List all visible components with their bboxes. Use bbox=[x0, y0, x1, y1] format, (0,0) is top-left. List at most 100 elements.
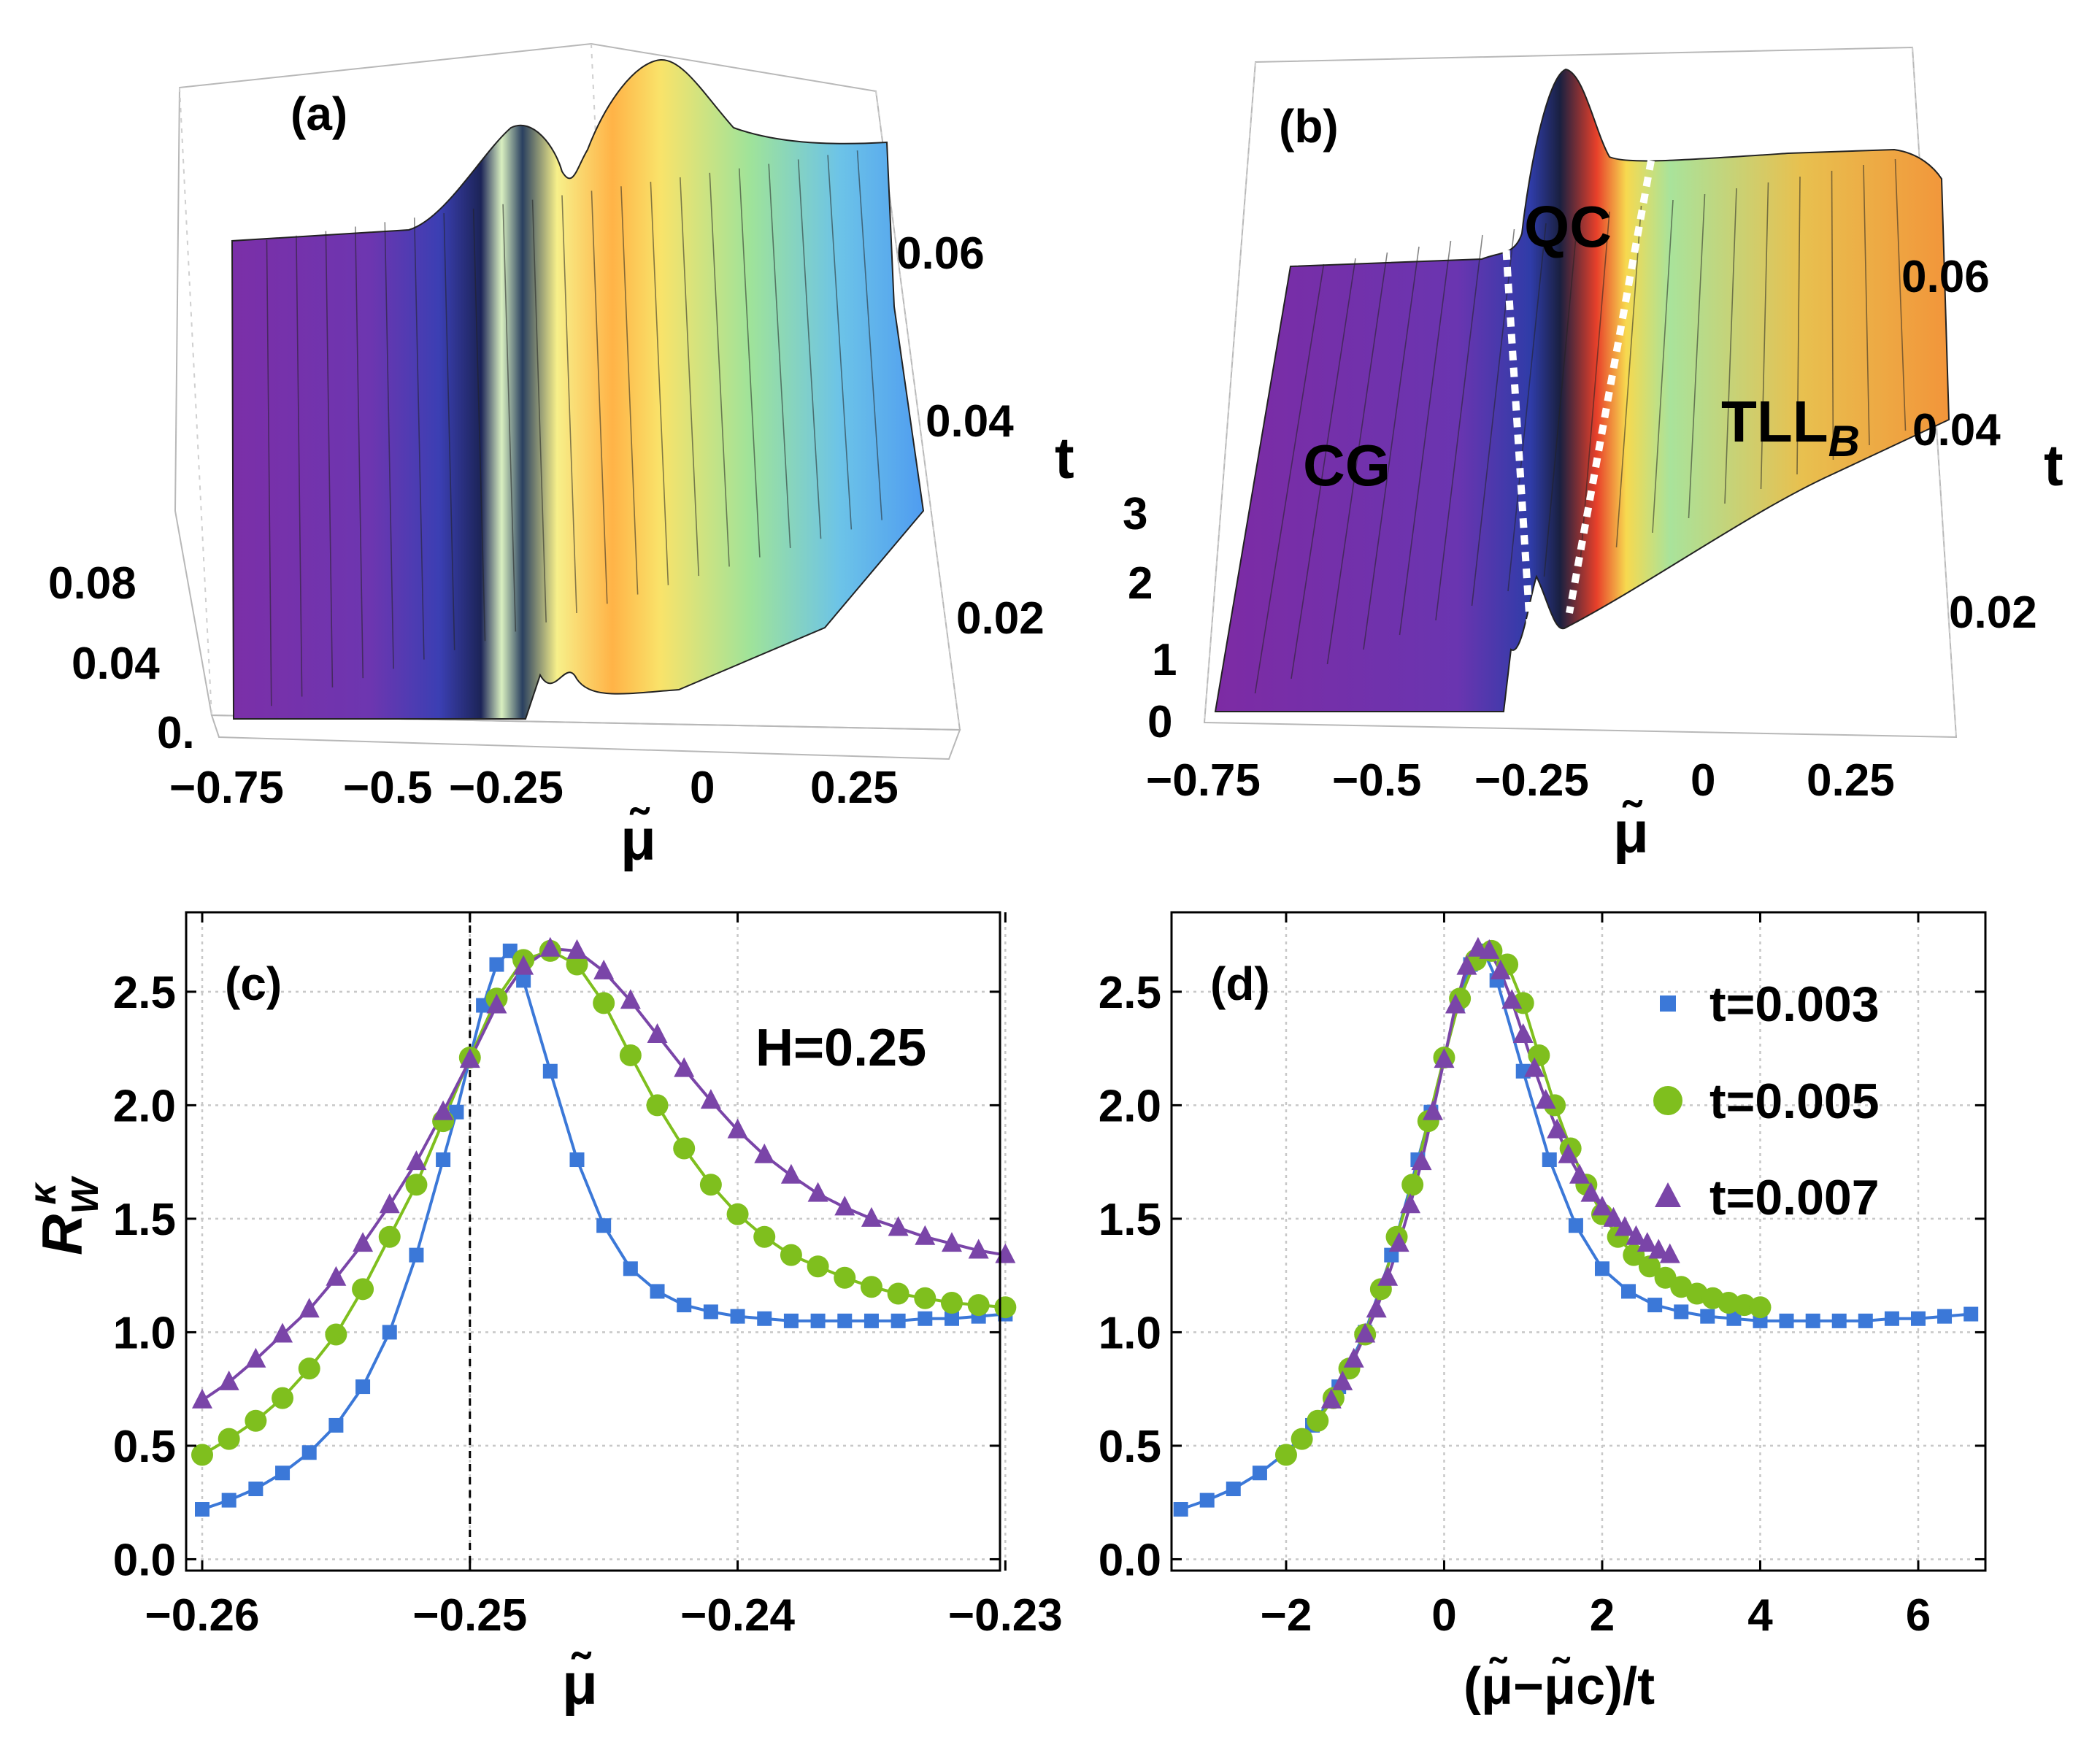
panel-b-x-tick: 0.25 bbox=[1807, 755, 1895, 806]
c-point-triangle bbox=[807, 1182, 828, 1202]
surface-mesh-line bbox=[1580, 211, 1610, 563]
c-point-square bbox=[730, 1309, 745, 1324]
panel-c-x-tick-labels: −0.26 −0.25 −0.24 −0.23 bbox=[145, 1590, 1063, 1641]
c-point-circle bbox=[325, 1323, 347, 1346]
c-point-square bbox=[502, 943, 518, 958]
c-point-triangle bbox=[915, 1225, 936, 1245]
c-point-circle bbox=[994, 1296, 1017, 1319]
d-point-triangle bbox=[1603, 1206, 1624, 1227]
c-point-triangle bbox=[379, 1193, 400, 1214]
d-point-circle bbox=[1401, 1174, 1424, 1196]
d-point-triangle bbox=[1626, 1225, 1647, 1245]
d-x-tick-label: 0 bbox=[1431, 1590, 1456, 1641]
c-point-square bbox=[783, 1313, 799, 1328]
c-point-triangle bbox=[620, 989, 641, 1009]
d-y-tick-label: 0.0 bbox=[1099, 1535, 1161, 1585]
c-point-circle bbox=[191, 1444, 214, 1466]
surface-mesh-line bbox=[413, 217, 425, 660]
legend-marker-circle bbox=[1653, 1086, 1682, 1115]
c-point-circle bbox=[967, 1294, 990, 1317]
c-point-circle bbox=[753, 1225, 776, 1248]
c-point-circle bbox=[699, 1174, 722, 1196]
d-point-triangle bbox=[1547, 1118, 1568, 1139]
surface-mesh-line bbox=[1543, 217, 1579, 577]
panel-a-label: (a) bbox=[291, 88, 347, 140]
surface-mesh-line bbox=[650, 182, 669, 585]
d-point-square bbox=[1226, 1482, 1241, 1497]
c-point-square bbox=[891, 1313, 906, 1328]
c-point-square bbox=[918, 1311, 933, 1326]
panel-a-box-edge bbox=[179, 87, 212, 716]
panel-a-z-tick: 0.08 bbox=[48, 558, 136, 609]
surface-mesh-line bbox=[1507, 223, 1547, 592]
d-point-square bbox=[1568, 1218, 1583, 1233]
d-point-triangle bbox=[1411, 1150, 1432, 1171]
d-point-square bbox=[1252, 1466, 1267, 1481]
c-point-square bbox=[837, 1313, 853, 1328]
panel-d-tick-marks bbox=[1172, 912, 1985, 1571]
surface-mesh-line bbox=[1796, 176, 1801, 475]
surface-mesh-line bbox=[680, 177, 700, 577]
c-point-square bbox=[355, 1379, 371, 1395]
c-y-tick-label: 1.0 bbox=[113, 1308, 176, 1358]
panel-a-x-axis-label: μ̃ bbox=[620, 807, 656, 872]
panel-b-x-tick: −0.5 bbox=[1332, 755, 1421, 806]
c-point-triangle bbox=[834, 1195, 855, 1216]
surface-mesh-line bbox=[1688, 193, 1706, 519]
surface-mesh-line bbox=[1760, 182, 1769, 490]
d-x-tick-label: 4 bbox=[1747, 1590, 1773, 1641]
panel-c-tick-marks bbox=[186, 912, 1007, 1571]
c-point-square bbox=[449, 1104, 464, 1120]
legend-label: t=0.003 bbox=[1709, 977, 1880, 1032]
panel-a-t-tick: 0.06 bbox=[896, 228, 985, 279]
panel-a-x-tick: −0.75 bbox=[169, 763, 284, 813]
panel-b-x-tick: −0.25 bbox=[1474, 755, 1589, 806]
d-point-triangle bbox=[1648, 1239, 1669, 1259]
c-point-triangle bbox=[459, 1048, 480, 1068]
d-point-circle bbox=[1307, 1409, 1329, 1432]
panel-a-x-ticks: −0.75 −0.5 −0.25 0 0.25 bbox=[169, 763, 899, 813]
surface-mesh-line bbox=[384, 222, 394, 669]
d-point-triangle bbox=[1456, 955, 1477, 975]
c-point-triangle bbox=[674, 1057, 695, 1077]
panel-b-z-tick: 2 bbox=[1128, 558, 1153, 609]
surface-mesh-line bbox=[1652, 199, 1674, 534]
c-point-circle bbox=[352, 1278, 374, 1301]
c-y-tick-label: 0.5 bbox=[113, 1422, 176, 1472]
c-point-triangle bbox=[754, 1143, 775, 1163]
d-point-triangle bbox=[1434, 1048, 1455, 1068]
panel-b-region-tll: TLLB bbox=[1721, 389, 1860, 466]
c-point-triangle bbox=[968, 1239, 989, 1259]
c-point-triangle bbox=[406, 1150, 427, 1171]
d-point-circle bbox=[1291, 1428, 1313, 1450]
panel-c-ylabel: RWκ bbox=[22, 1176, 107, 1255]
c-point-circle bbox=[673, 1137, 696, 1160]
surface-mesh-line bbox=[709, 172, 730, 567]
c-series-line bbox=[201, 948, 1006, 1511]
surface-mesh-line bbox=[1363, 246, 1420, 650]
panel-d-label: (d) bbox=[1210, 958, 1270, 1010]
d-point-square bbox=[1594, 1261, 1609, 1276]
panel-d-frame bbox=[1170, 911, 1987, 1572]
c-point-square bbox=[328, 1417, 344, 1433]
panel-b-region-tll-main: TLL bbox=[1721, 389, 1828, 454]
c-point-triangle bbox=[780, 1163, 801, 1184]
panel-a-surface: (a) −0.75 −0.5 −0.25 0 0.25 μ̃ 0.02 0.04… bbox=[48, 42, 1074, 872]
panel-c-grid bbox=[186, 912, 1007, 1571]
panel-b-region-cg: CG bbox=[1303, 433, 1391, 498]
surface-mesh-line bbox=[738, 168, 761, 558]
c-point-square bbox=[623, 1261, 638, 1276]
c-point-triangle bbox=[861, 1206, 882, 1227]
c-point-circle bbox=[245, 1409, 267, 1432]
d-point-square bbox=[1700, 1309, 1715, 1324]
c-point-triangle bbox=[888, 1216, 909, 1236]
c-point-triangle bbox=[941, 1232, 962, 1252]
c-point-circle bbox=[940, 1291, 963, 1314]
c-point-circle bbox=[807, 1255, 829, 1278]
panel-b-cg-qc-boundary bbox=[1501, 233, 1535, 650]
d-point-triangle bbox=[1400, 1193, 1421, 1214]
d-point-square bbox=[1884, 1311, 1899, 1326]
surface-mesh-line bbox=[1894, 158, 1907, 431]
c-point-square bbox=[221, 1493, 236, 1508]
panel-c-chart: −0.26 −0.25 −0.24 −0.23 0.00.51.01.52.02.5 … bbox=[22, 911, 1063, 1717]
